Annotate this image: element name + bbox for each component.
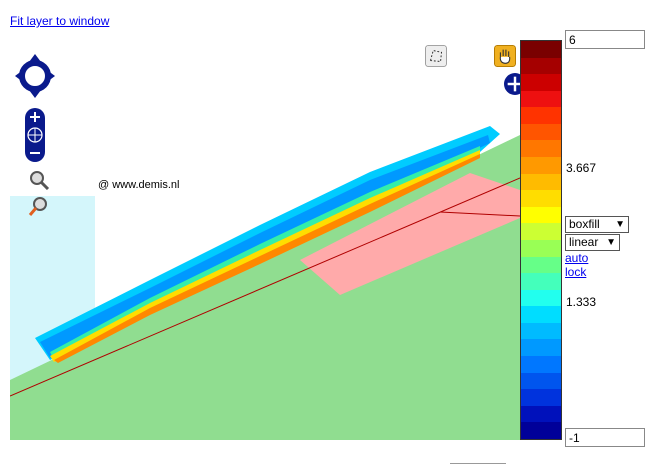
pan-arrows-icon[interactable] xyxy=(15,54,57,102)
copyright-text: @ www.demis.nl xyxy=(98,179,180,191)
legend-color-band xyxy=(521,372,561,390)
chevron-down-icon: ▼ xyxy=(615,219,625,230)
min-value-input[interactable] xyxy=(565,428,645,447)
chevron-down-icon: ▼ xyxy=(606,237,616,248)
legend-color-band xyxy=(521,140,561,158)
map-canvas xyxy=(10,126,520,440)
style-select[interactable]: boxfill ▼ xyxy=(565,216,629,233)
zoom-back-icon[interactable] xyxy=(28,170,50,190)
legend-color-band xyxy=(521,173,561,191)
legend-color-band xyxy=(521,306,561,323)
zoom-extent-icon[interactable] xyxy=(28,196,50,218)
scale-select-value: linear xyxy=(569,235,599,249)
style-select-value: boxfill xyxy=(569,217,600,231)
road-line-2 xyxy=(439,211,520,217)
legend-color-band xyxy=(521,355,561,373)
legend-color-band xyxy=(521,107,561,124)
data-band-orange xyxy=(54,154,480,363)
legend-color-band xyxy=(521,289,561,307)
legend-color-band xyxy=(521,206,561,224)
legend-color-band xyxy=(521,322,561,340)
max-value-input[interactable] xyxy=(565,30,645,49)
fit-layer-link[interactable]: Fit layer to window xyxy=(10,14,110,28)
legend-color-band xyxy=(521,273,561,290)
auto-link[interactable]: auto xyxy=(565,251,589,265)
legend-color-band xyxy=(521,389,561,406)
legend-color-band xyxy=(521,256,561,274)
pink-zone xyxy=(300,173,520,295)
legend-tick-lower: 1.333 xyxy=(566,295,597,309)
road-line xyxy=(10,177,520,397)
legend-color-band xyxy=(521,123,561,141)
legend-color-band xyxy=(521,223,561,240)
legend-color-band xyxy=(521,405,561,423)
hand-icon[interactable] xyxy=(494,45,516,67)
lock-link[interactable]: lock xyxy=(565,265,587,279)
map-viewport[interactable] xyxy=(10,40,520,440)
legend-color-band xyxy=(521,74,561,91)
legend-color-band xyxy=(521,422,561,439)
legend-color-band xyxy=(521,57,561,75)
legend-color-band xyxy=(521,41,561,58)
legend-color-band xyxy=(521,90,561,108)
color-legend xyxy=(520,40,562,440)
legend-color-band xyxy=(521,239,561,257)
zoom-control-icon[interactable] xyxy=(25,108,45,162)
scale-select[interactable]: linear ▼ xyxy=(565,234,620,251)
polygon-select-icon[interactable] xyxy=(425,45,447,67)
legend-tick-upper: 3.667 xyxy=(566,161,597,175)
scrollbar[interactable] xyxy=(450,463,506,467)
legend-color-band xyxy=(521,339,561,356)
legend-color-band xyxy=(521,190,561,207)
legend-color-band xyxy=(521,157,561,174)
